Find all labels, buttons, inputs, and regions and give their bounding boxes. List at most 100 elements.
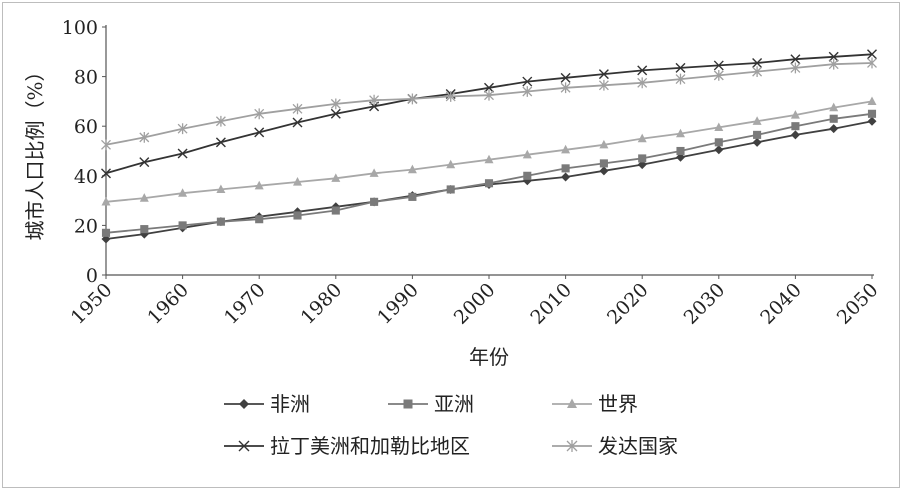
data-point xyxy=(867,57,877,69)
data-point xyxy=(331,206,340,215)
data-point xyxy=(828,58,839,70)
data-point xyxy=(713,60,724,71)
data-point xyxy=(331,173,341,182)
data-point xyxy=(675,62,686,73)
data-point xyxy=(139,157,150,168)
legend-swatch-marker xyxy=(403,399,413,409)
data-point xyxy=(561,164,570,173)
y-axis: 0 20 40 60 80 100 xyxy=(62,17,107,287)
y-tick-label: 60 xyxy=(74,116,98,138)
data-point xyxy=(522,76,533,87)
data-point xyxy=(522,149,532,159)
data-point xyxy=(446,185,455,194)
data-point xyxy=(484,82,494,93)
data-point xyxy=(139,193,149,202)
legend-label: 世界 xyxy=(598,392,638,416)
data-point xyxy=(484,89,494,101)
data-point xyxy=(330,108,341,119)
legend-label: 非洲 xyxy=(270,392,310,416)
data-point xyxy=(867,96,877,105)
data-point xyxy=(140,225,149,234)
series-2 xyxy=(101,109,877,237)
legend-swatch-marker xyxy=(567,398,577,408)
data-point xyxy=(713,69,724,81)
data-point xyxy=(790,130,800,140)
data-point xyxy=(791,122,800,131)
data-point xyxy=(637,65,648,76)
x-tick-label: 1990 xyxy=(373,279,423,329)
data-point xyxy=(293,177,302,186)
series-5 xyxy=(101,57,877,151)
data-point xyxy=(829,114,838,123)
data-point xyxy=(254,108,265,120)
data-point xyxy=(753,130,762,139)
data-point xyxy=(484,154,494,164)
data-point xyxy=(101,196,111,206)
data-point xyxy=(484,179,494,188)
data-point xyxy=(752,57,763,68)
data-point xyxy=(523,171,532,180)
data-point xyxy=(370,197,379,206)
data-point xyxy=(599,139,609,149)
data-point xyxy=(293,211,302,220)
y-tick-label: 100 xyxy=(62,17,98,39)
data-point xyxy=(292,117,303,128)
x-tick-label: 2020 xyxy=(603,279,653,329)
data-point xyxy=(676,146,685,156)
legend-swatch-marker xyxy=(238,440,250,452)
data-point xyxy=(178,188,188,197)
data-point xyxy=(752,66,763,78)
data-point xyxy=(561,144,571,154)
data-point xyxy=(101,168,111,179)
data-point xyxy=(752,116,762,125)
data-point xyxy=(790,62,801,74)
x-axis: 1950 1960 1970 1980 1990 2000 2010 2020 2030 2040… xyxy=(67,274,883,329)
data-point xyxy=(752,137,762,147)
legend-label: 拉丁美洲和加勒比地区 xyxy=(270,434,470,458)
data-point xyxy=(599,159,608,168)
x-tick-label: 1970 xyxy=(220,279,270,329)
legend-label: 亚洲 xyxy=(434,392,474,416)
y-tick-label: 80 xyxy=(74,67,98,89)
data-point xyxy=(637,133,647,143)
data-point xyxy=(445,91,456,102)
data-point xyxy=(560,72,571,83)
data-point xyxy=(101,228,111,237)
data-point xyxy=(676,128,685,138)
data-point xyxy=(714,145,724,155)
x-tick-label: 2040 xyxy=(756,279,806,329)
data-point xyxy=(561,172,571,182)
legend-item-4: 拉丁美洲和加勒比地区 xyxy=(224,434,470,458)
data-point xyxy=(407,164,417,174)
data-point xyxy=(215,115,226,127)
legend-item-3: 世界 xyxy=(552,392,638,416)
x-tick-label: 1960 xyxy=(143,279,193,329)
data-point xyxy=(829,124,839,134)
data-point xyxy=(369,94,380,106)
y-tick-label: 0 xyxy=(86,265,98,287)
x-axis-label: 年份 xyxy=(469,345,509,369)
data-point xyxy=(254,127,265,138)
data-point xyxy=(216,184,226,194)
legend-swatch-marker xyxy=(566,440,578,452)
data-point xyxy=(446,159,456,169)
data-point xyxy=(867,49,877,60)
legend-label: 发达国家 xyxy=(598,434,678,458)
data-point xyxy=(598,69,609,80)
data-point xyxy=(599,166,609,176)
data-point xyxy=(867,109,877,118)
data-point xyxy=(828,51,839,62)
x-tick-label: 2010 xyxy=(526,279,576,329)
data-point xyxy=(292,103,303,115)
data-point xyxy=(330,98,341,110)
x-tick-label: 2030 xyxy=(680,279,730,329)
data-point xyxy=(560,82,571,94)
data-point xyxy=(675,73,686,85)
data-point xyxy=(790,54,801,65)
x-tick-label: 2050 xyxy=(833,279,883,329)
y-tick-label: 20 xyxy=(74,215,98,237)
data-point xyxy=(638,154,647,163)
